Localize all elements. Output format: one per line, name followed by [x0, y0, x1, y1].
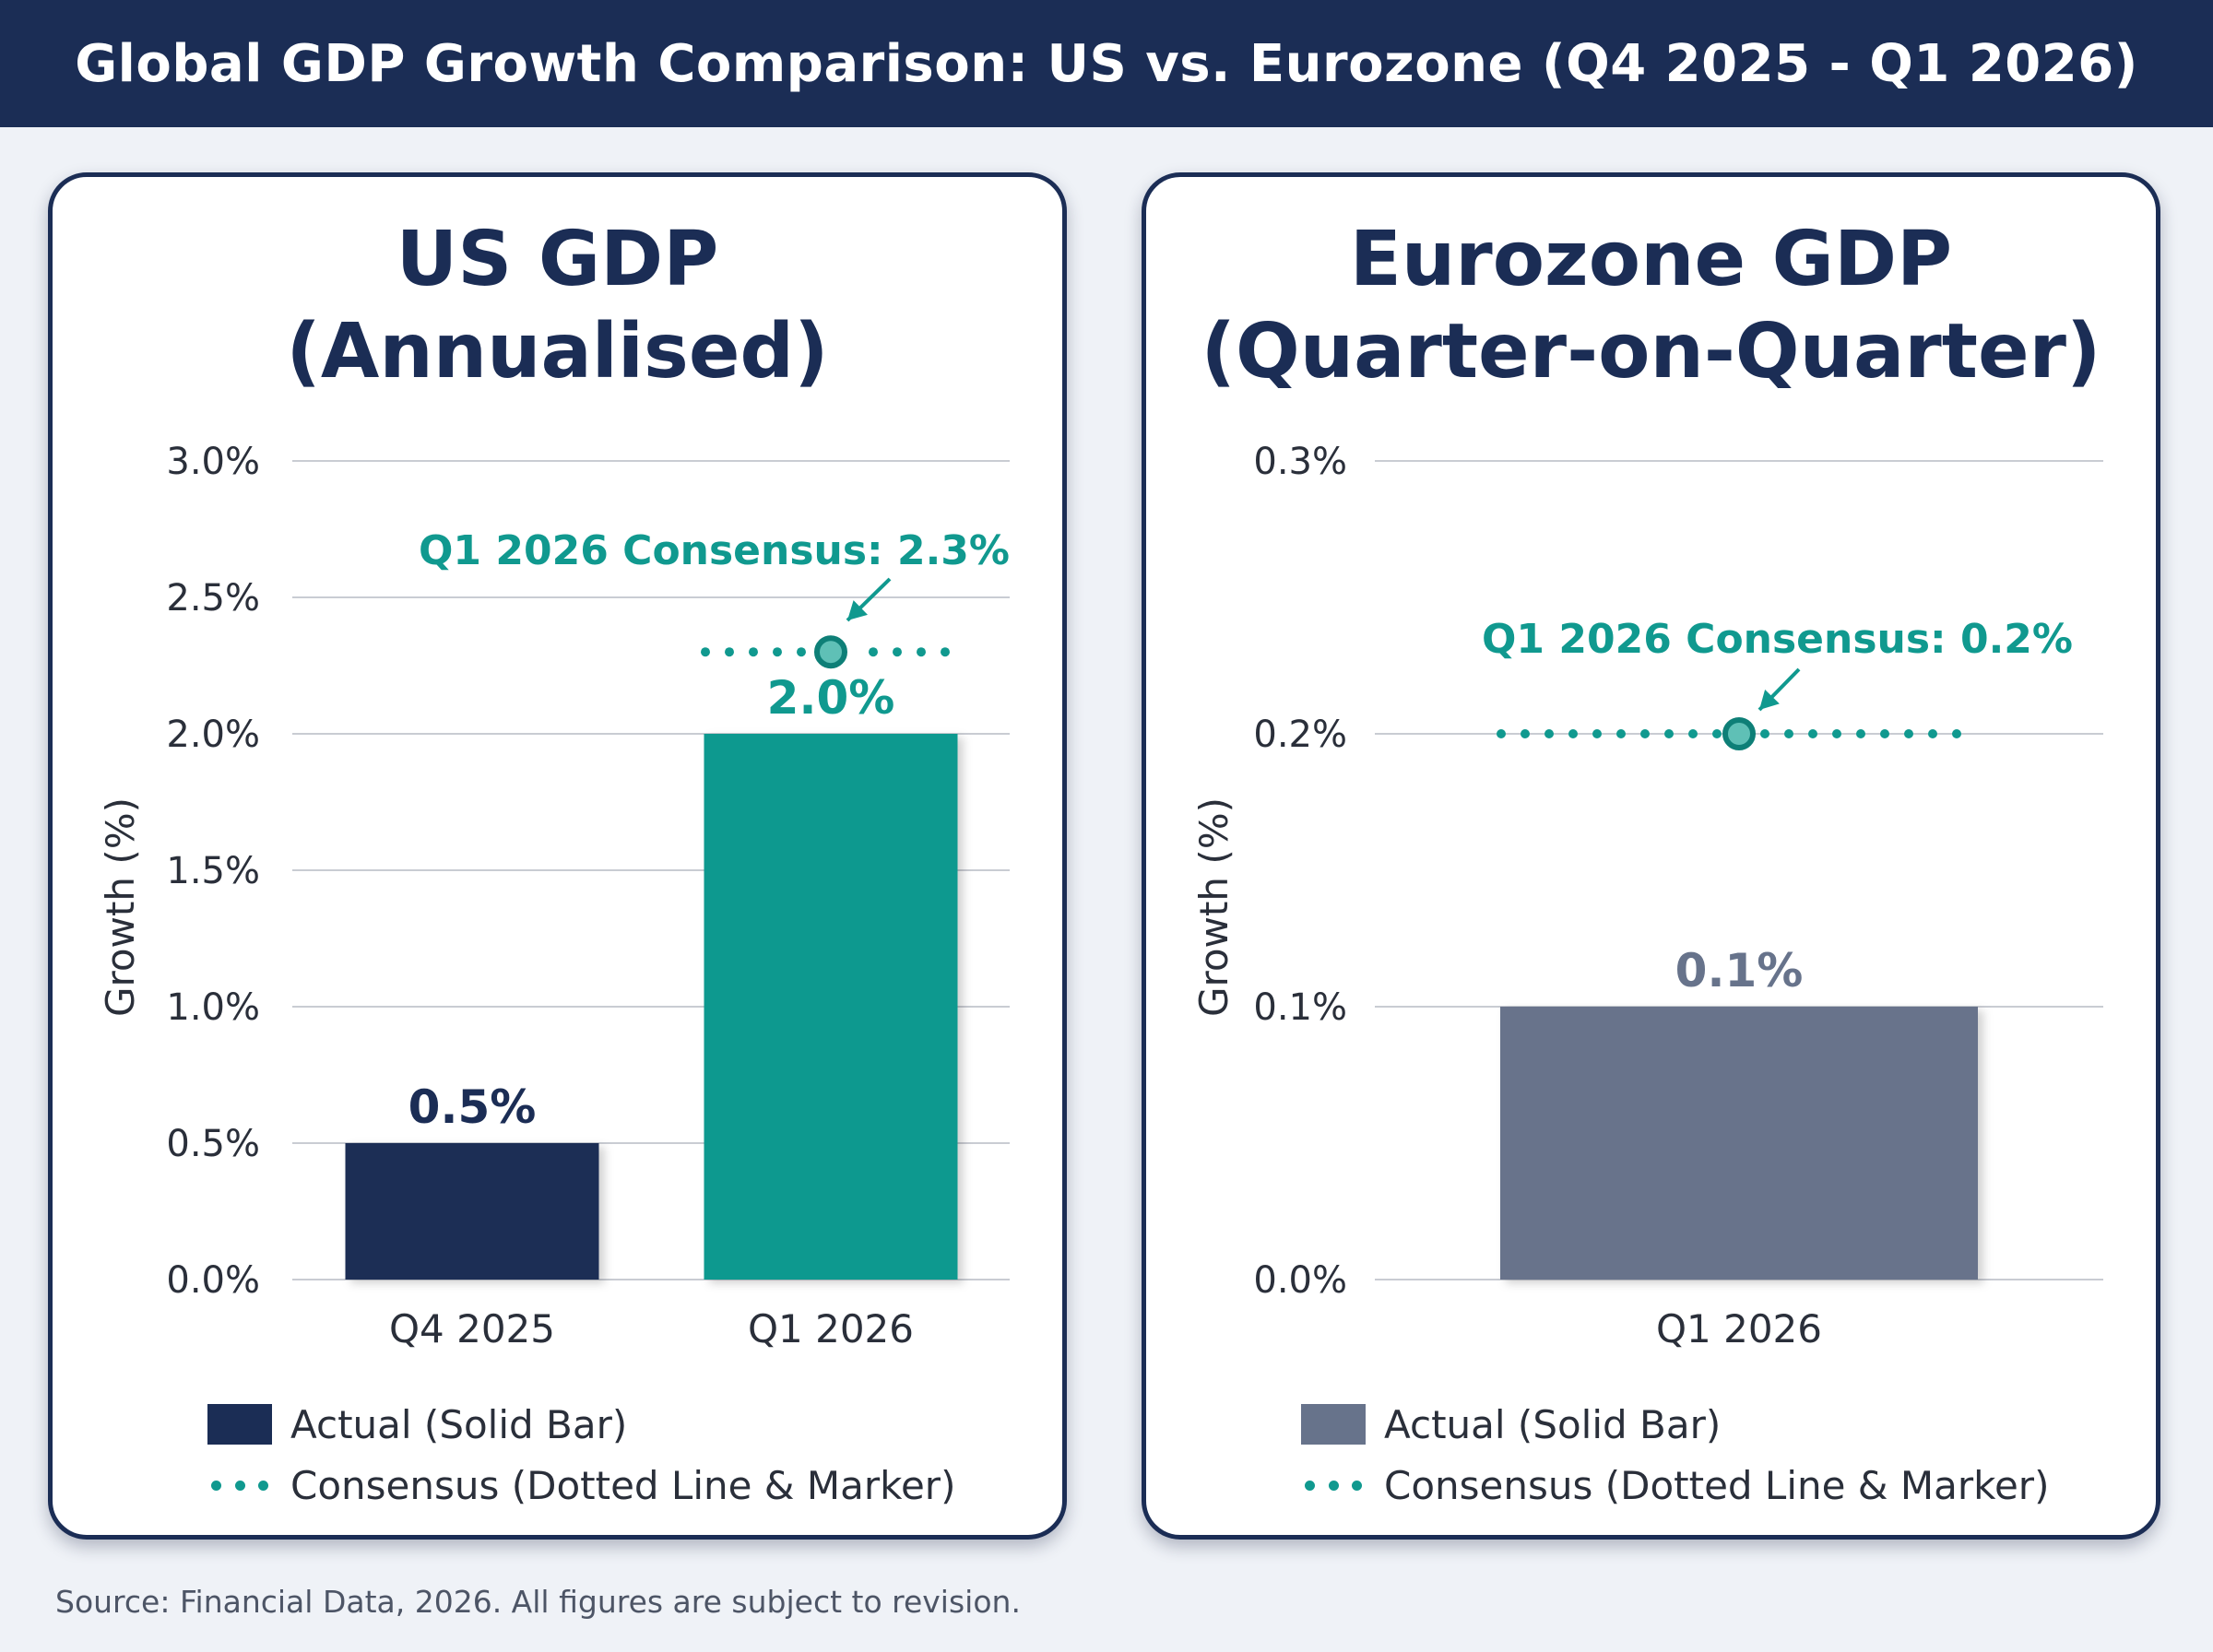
consensus-line-dot-12	[1808, 729, 1817, 738]
bar-q4-2025	[345, 1143, 599, 1280]
bar-q1-2026	[1500, 1007, 1978, 1280]
y-tick-label: 0.0%	[166, 1259, 260, 1302]
consensus-line-dot-1	[725, 647, 734, 657]
y-axis-label: Growth (%)	[1191, 797, 1237, 1017]
x-tick-label: Q1 2026	[748, 1306, 914, 1351]
consensus-line-dot-4	[797, 647, 806, 657]
y-tick-label: 0.3%	[1253, 441, 1347, 483]
y-tick-label: 0.1%	[1253, 986, 1347, 1029]
eurozone-title-line-1: Eurozone GDP	[1349, 216, 1953, 303]
consensus-line-dot-6	[1640, 729, 1650, 738]
eurozone-legend: Actual (Solid Bar) Consensus (Dotted Lin…	[1301, 1394, 2049, 1516]
consensus-line-dot-2	[1544, 729, 1554, 738]
us-gdp-panel: US GDP (Annualised) 0.0% 0.5% 1.0% 1.5% 2.0%…	[48, 172, 1067, 1540]
y-tick-label: 0.0%	[1253, 1259, 1347, 1302]
eurozone-gdp-chart: 0.0% 0.1% 0.2% 0.3% Growth (%) 0.1% Q1 2026 Q1 …	[1191, 441, 2103, 1351]
eurozone-panel-title: Eurozone GDP (Quarter-on-Quarter)	[1146, 214, 2156, 398]
legend-consensus-label: Consensus (Dotted Line & Marker)	[1384, 1462, 2050, 1508]
consensus-line-dot-0	[1497, 729, 1506, 738]
legend-actual-swatch	[1301, 1404, 1366, 1445]
us-gdp-chart: 0.0% 0.5% 1.0% 1.5% 2.0% 2.5% 3.0% Growth (%) 0.…	[98, 441, 1010, 1351]
legend-actual: Actual (Solid Bar)	[207, 1394, 955, 1455]
us-legend: Actual (Solid Bar) Consensus (Dotted Lin…	[207, 1394, 955, 1516]
y-tick-label: 0.5%	[166, 1123, 260, 1165]
consensus-line-dot-18	[1952, 729, 1961, 738]
legend-consensus-dots-icon	[207, 1480, 272, 1491]
bar-value-label: 0.5%	[408, 1080, 537, 1134]
consensus-line-dot-11	[1784, 729, 1793, 738]
y-tick-label: 3.0%	[166, 441, 260, 483]
eurozone-title-line-2: (Quarter-on-Quarter)	[1201, 308, 2101, 395]
consensus-annotation: Q1 2026 Consensus: 2.3%	[419, 527, 1010, 574]
consensus-line-dot-6	[893, 647, 902, 657]
legend-actual: Actual (Solid Bar)	[1301, 1394, 2049, 1455]
source-note: Source: Financial Data, 2026. All figure…	[55, 1584, 1021, 1620]
consensus-line-dot-4	[1592, 729, 1602, 738]
y-axis-label: Growth (%)	[98, 797, 143, 1017]
y-tick-label: 1.5%	[166, 850, 260, 892]
consensus-line-dot-17	[1928, 729, 1937, 738]
legend-consensus-label: Consensus (Dotted Line & Marker)	[290, 1462, 956, 1508]
y-tick-label: 2.0%	[166, 714, 260, 756]
legend-consensus-dots-icon	[1301, 1480, 1366, 1491]
consensus-line-dot-8	[941, 647, 950, 657]
consensus-line-dot-5	[1616, 729, 1626, 738]
us-title-line-1: US GDP	[396, 216, 719, 303]
consensus-marker	[1722, 717, 1756, 750]
consensus-line-dot-14	[1856, 729, 1865, 738]
consensus-arrow-head	[847, 600, 868, 620]
consensus-line-dot-1	[1521, 729, 1530, 738]
consensus-line-dot-8	[1688, 729, 1698, 738]
consensus-arrow-head	[1759, 690, 1780, 710]
bar-value-label: 0.1%	[1675, 944, 1804, 997]
consensus-line-dot-13	[1832, 729, 1841, 738]
legend-consensus: Consensus (Dotted Line & Marker)	[1301, 1455, 2049, 1516]
consensus-line-dot-3	[773, 647, 782, 657]
bar-value-label: 2.0%	[767, 671, 895, 725]
page-title: Global GDP Growth Comparison: US vs. Eur…	[0, 0, 2213, 127]
legend-consensus: Consensus (Dotted Line & Marker)	[207, 1455, 955, 1516]
y-tick-label: 2.5%	[166, 577, 260, 620]
us-title-line-2: (Annualised)	[286, 308, 829, 395]
legend-actual-label: Actual (Solid Bar)	[290, 1401, 628, 1447]
consensus-line-dot-7	[917, 647, 926, 657]
legend-actual-label: Actual (Solid Bar)	[1384, 1401, 1722, 1447]
y-tick-label: 1.0%	[166, 986, 260, 1029]
consensus-line-dot-2	[749, 647, 758, 657]
us-panel-title: US GDP (Annualised)	[53, 214, 1062, 398]
consensus-line-dot-16	[1904, 729, 1913, 738]
consensus-line-dot-3	[1568, 729, 1578, 738]
x-tick-label: Q1 2026	[1656, 1306, 1822, 1351]
consensus-marker	[814, 635, 847, 669]
legend-actual-swatch	[207, 1404, 272, 1445]
consensus-line-dot-9	[1712, 729, 1722, 738]
consensus-line-dot-15	[1880, 729, 1889, 738]
consensus-line-dot-0	[701, 647, 710, 657]
consensus-line-dot-7	[1664, 729, 1674, 738]
consensus-annotation: Q1 2026 Consensus: 0.2%	[1482, 616, 2073, 663]
eurozone-gdp-panel: Eurozone GDP (Quarter-on-Quarter) 0.0% 0.…	[1142, 172, 2160, 1540]
consensus-line-dot-5	[869, 647, 878, 657]
bar-q1-2026	[704, 734, 958, 1280]
y-tick-label: 0.2%	[1253, 714, 1347, 756]
consensus-line-dot-10	[1760, 729, 1769, 738]
x-tick-label: Q4 2025	[389, 1306, 555, 1351]
